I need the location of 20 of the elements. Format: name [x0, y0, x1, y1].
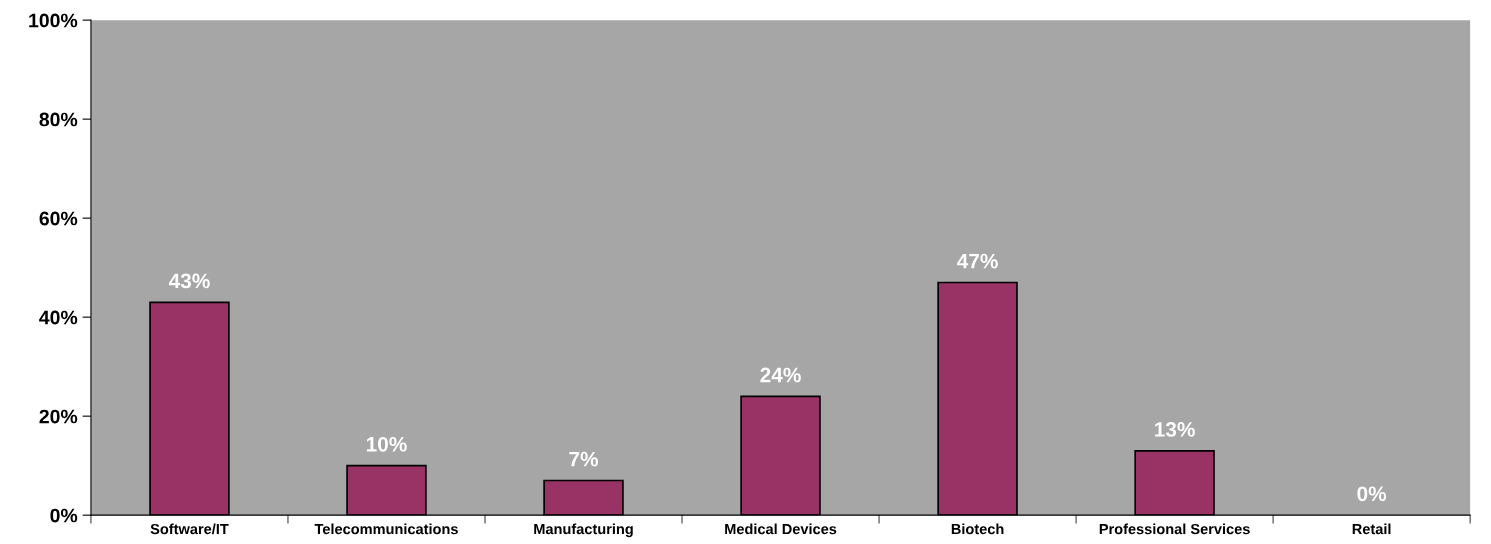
y-tick-label: 80%: [39, 112, 78, 127]
y-tick-label: 40%: [39, 310, 78, 325]
x-tick-label: Professional Services: [1099, 523, 1250, 535]
y-tick-label: 0%: [50, 508, 78, 523]
data-label: 7%: [569, 451, 599, 467]
data-label: 10%: [366, 436, 407, 452]
data-label: 43%: [168, 273, 210, 289]
y-tick-label: 60%: [39, 211, 78, 226]
x-tick-label: Software/IT: [150, 523, 229, 535]
x-tick-label: Telecommunications: [314, 523, 458, 535]
data-label: 24%: [760, 367, 801, 383]
x-tick-label: Medical Devices: [725, 523, 837, 535]
x-tick-label: Biotech: [951, 523, 1004, 535]
data-label: 13%: [1155, 422, 1195, 437]
y-tick-label: 20%: [39, 409, 78, 424]
x-tick-label: Manufacturing: [534, 523, 633, 538]
x-tick-label: Retail: [1352, 523, 1391, 535]
data-label: 0%: [1357, 486, 1387, 502]
y-tick-label: 100%: [29, 13, 78, 28]
data-label: 47%: [957, 253, 998, 269]
